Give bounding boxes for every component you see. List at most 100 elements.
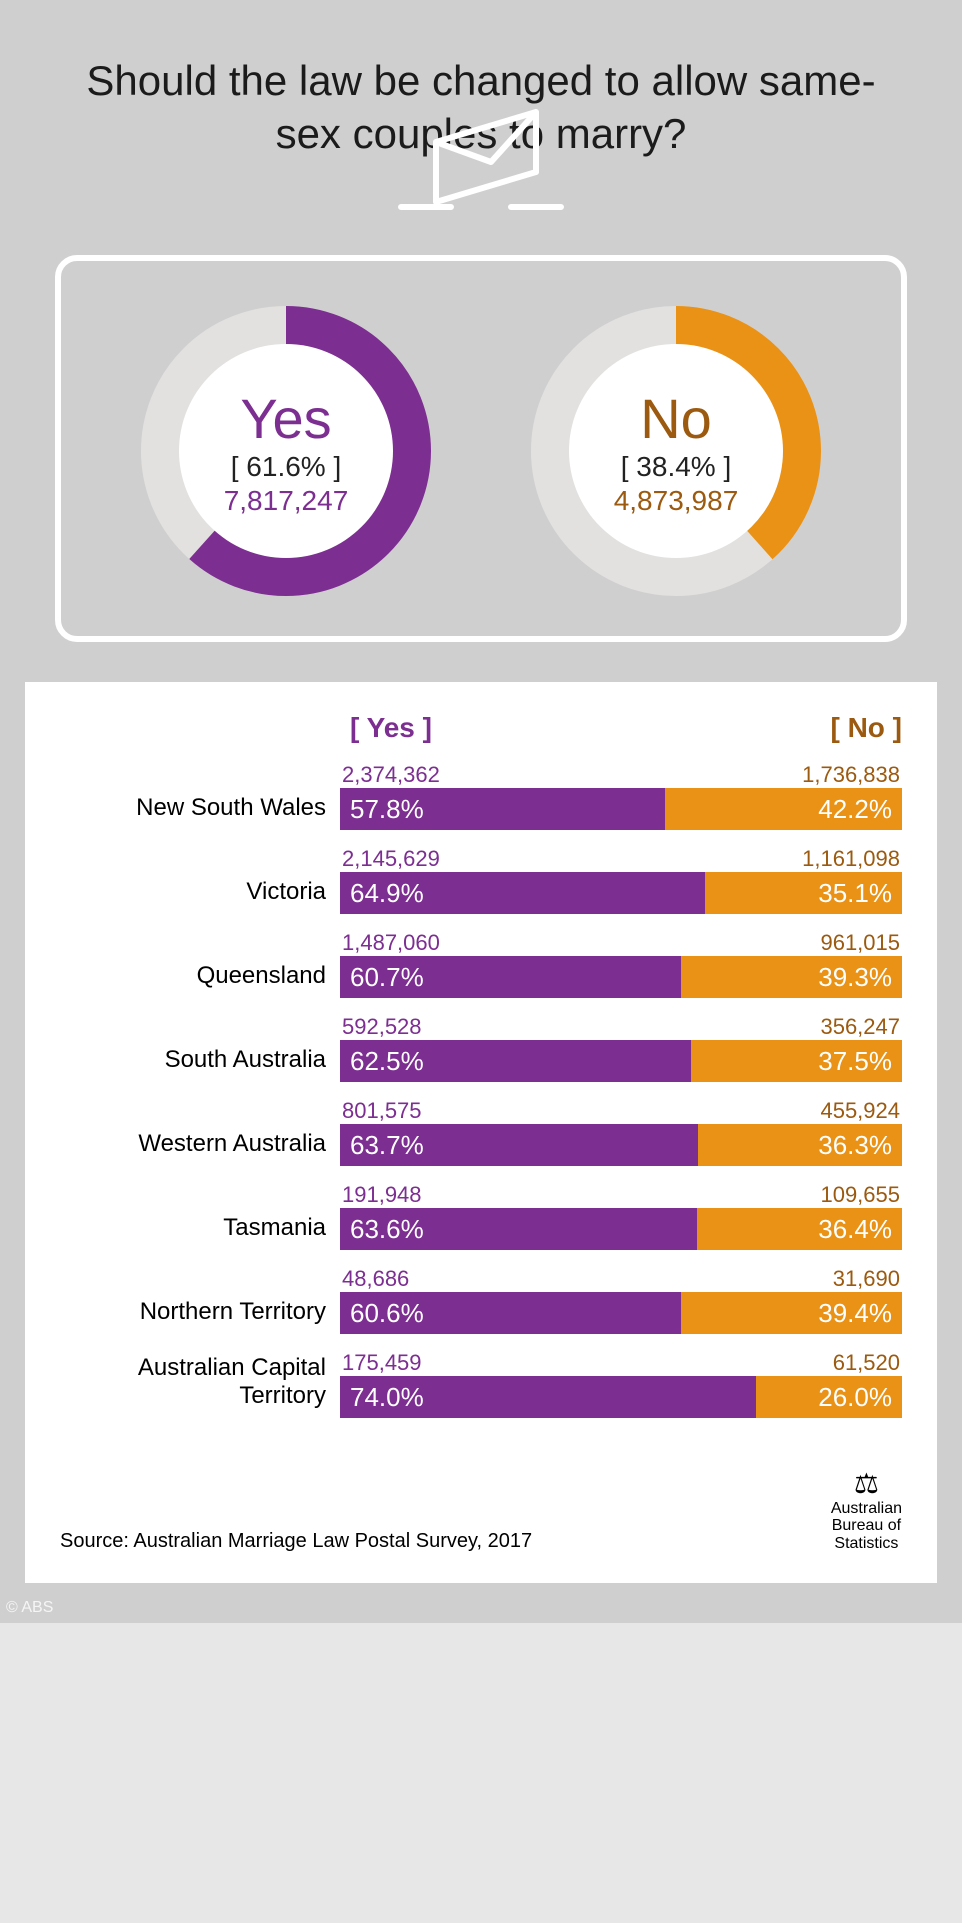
no-raw-count: 356,247 xyxy=(820,1014,900,1040)
counts-line: 592,528 356,247 xyxy=(340,1014,902,1040)
stacked-bar: 60.6%39.4% xyxy=(340,1292,902,1334)
counts-line: 175,459 61,520 xyxy=(340,1350,902,1376)
yes-donut: Yes [ 61.6% ] 7,817,247 xyxy=(141,306,431,596)
stacked-bar: 64.9%35.1% xyxy=(340,872,902,914)
state-name: Queensland xyxy=(60,962,340,998)
state-name: Western Australia xyxy=(60,1130,340,1166)
footer: Source: Australian Marriage Law Postal S… xyxy=(25,1459,937,1583)
yes-segment: 64.9% xyxy=(340,872,705,914)
yes-segment: 63.6% xyxy=(340,1208,697,1250)
no-label: No xyxy=(640,386,712,451)
no-segment: 37.5% xyxy=(691,1040,902,1082)
no-raw-count: 61,520 xyxy=(833,1350,900,1376)
table-row: South Australia592,528356,24762.5%37.5% xyxy=(60,1014,902,1082)
abs-line3: Statistics xyxy=(831,1535,902,1553)
state-name: Australian Capital Territory xyxy=(60,1354,340,1418)
abs-crest-icon: ⚖︎ xyxy=(831,1469,902,1500)
ballot-box: Yes [ 61.6% ] 7,817,247 No [ 38.4% ] xyxy=(55,255,907,642)
yes-raw-count: 801,575 xyxy=(342,1098,422,1124)
yes-raw-count: 175,459 xyxy=(342,1350,422,1376)
header-yes: [ Yes ] xyxy=(340,712,692,744)
results-table: [ Yes ] [ No ] New South Wales2,374,362 1… xyxy=(25,682,937,1459)
no-segment: 42.2% xyxy=(665,788,902,830)
no-raw-count: 1,736,838 xyxy=(802,762,900,788)
no-segment: 39.3% xyxy=(681,956,902,998)
stacked-bar: 60.7%39.3% xyxy=(340,956,902,998)
yes-segment: 62.5% xyxy=(340,1040,691,1082)
yes-segment: 57.8% xyxy=(340,788,665,830)
state-name: New South Wales xyxy=(60,794,340,830)
stacked-bar: 63.7%36.3% xyxy=(340,1124,902,1166)
state-name: Tasmania xyxy=(60,1214,340,1250)
state-name: Northern Territory xyxy=(60,1298,340,1334)
no-donut-center: No [ 38.4% ] 4,873,987 xyxy=(569,344,783,558)
yes-raw-count: 2,374,362 xyxy=(342,762,440,788)
counts-line: 2,374,362 1,736,838 xyxy=(340,762,902,788)
yes-segment: 60.6% xyxy=(340,1292,681,1334)
no-donut-wrap: No [ 38.4% ] 4,873,987 xyxy=(531,306,821,596)
no-raw-count: 31,690 xyxy=(833,1266,900,1292)
yes-raw-count: 592,528 xyxy=(342,1014,422,1040)
counts-line: 1,487,060961,015 xyxy=(340,930,902,956)
table-row: New South Wales2,374,3621,736,83857.8%42… xyxy=(60,762,902,830)
counts-line: 801,575 455,924 xyxy=(340,1098,902,1124)
table-row: Western Australia801,575455,92463.7%36.3… xyxy=(60,1098,902,1166)
source-text: Source: Australian Marriage Law Postal S… xyxy=(60,1530,532,1553)
state-name: South Australia xyxy=(60,1046,340,1082)
bar-column: 1,487,060961,01560.7%39.3% xyxy=(340,930,902,998)
state-name: Victoria xyxy=(60,878,340,914)
no-donut: No [ 38.4% ] 4,873,987 xyxy=(531,306,821,596)
header-spacer xyxy=(60,712,340,744)
table-row: Tasmania191,948109,65563.6%36.4% xyxy=(60,1182,902,1250)
stacked-bar: 57.8%42.2% xyxy=(340,788,902,830)
no-percent: [ 38.4% ] xyxy=(621,451,732,483)
yes-segment: 74.0% xyxy=(340,1376,756,1418)
no-count: 4,873,987 xyxy=(614,485,739,517)
watermark: © ABS xyxy=(6,1599,53,1617)
counts-line: 2,145,629 1,161,098 xyxy=(340,846,902,872)
no-raw-count: 455,924 xyxy=(820,1098,900,1124)
bar-column: 801,575455,92463.7%36.3% xyxy=(340,1098,902,1166)
no-segment: 26.0% xyxy=(756,1376,902,1418)
bar-column: 191,948109,65563.6%36.4% xyxy=(340,1182,902,1250)
table-row: Northern Territory48,68631,69060.6%39.4% xyxy=(60,1266,902,1334)
table-header: [ Yes ] [ No ] xyxy=(60,712,902,744)
bar-column: 175,45961,52074.0%26.0% xyxy=(340,1350,902,1418)
no-segment: 35.1% xyxy=(705,872,902,914)
header-no: [ No ] xyxy=(692,712,902,744)
no-segment: 36.4% xyxy=(697,1208,902,1250)
yes-segment: 63.7% xyxy=(340,1124,698,1166)
no-raw-count: 1,161,098 xyxy=(802,846,900,872)
bar-column: 592,528356,24762.5%37.5% xyxy=(340,1014,902,1082)
stacked-bar: 74.0%26.0% xyxy=(340,1376,902,1418)
table-row: Queensland1,487,060961,01560.7%39.3% xyxy=(60,930,902,998)
bar-column: 2,145,6291,161,09864.9%35.1% xyxy=(340,846,902,914)
stacked-bar: 63.6%36.4% xyxy=(340,1208,902,1250)
yes-donut-center: Yes [ 61.6% ] 7,817,247 xyxy=(179,344,393,558)
abs-logo: ⚖︎ Australian Bureau of Statistics xyxy=(831,1469,902,1553)
bar-column: 2,374,3621,736,83857.8%42.2% xyxy=(340,762,902,830)
bar-column: 48,68631,69060.6%39.4% xyxy=(340,1266,902,1334)
yes-label: Yes xyxy=(240,386,331,451)
infographic-page: Should the law be changed to allow same-… xyxy=(0,0,962,1623)
no-segment: 36.3% xyxy=(698,1124,902,1166)
no-raw-count: 109,655 xyxy=(820,1182,900,1208)
yes-donut-wrap: Yes [ 61.6% ] 7,817,247 xyxy=(141,306,431,596)
yes-segment: 60.7% xyxy=(340,956,681,998)
abs-line2: Bureau of xyxy=(831,1517,902,1535)
yes-count: 7,817,247 xyxy=(224,485,349,517)
yes-percent: [ 61.6% ] xyxy=(231,451,342,483)
counts-line: 191,948 109,655 xyxy=(340,1182,902,1208)
abs-line1: Australian xyxy=(831,1500,902,1518)
yes-raw-count: 1,487,060 xyxy=(342,930,440,956)
counts-line: 48,686 31,690 xyxy=(340,1266,902,1292)
table-rows: New South Wales2,374,3621,736,83857.8%42… xyxy=(60,762,902,1418)
no-segment: 39.4% xyxy=(681,1292,902,1334)
table-row: Victoria2,145,6291,161,09864.9%35.1% xyxy=(60,846,902,914)
yes-raw-count: 191,948 xyxy=(342,1182,422,1208)
stacked-bar: 62.5%37.5% xyxy=(340,1040,902,1082)
ballot-section: Yes [ 61.6% ] 7,817,247 No [ 38.4% ] xyxy=(55,185,907,642)
table-row: Australian Capital Territory175,459 61,52… xyxy=(60,1350,902,1418)
yes-raw-count: 48,686 xyxy=(342,1266,409,1292)
yes-raw-count: 2,145,629 xyxy=(342,846,440,872)
